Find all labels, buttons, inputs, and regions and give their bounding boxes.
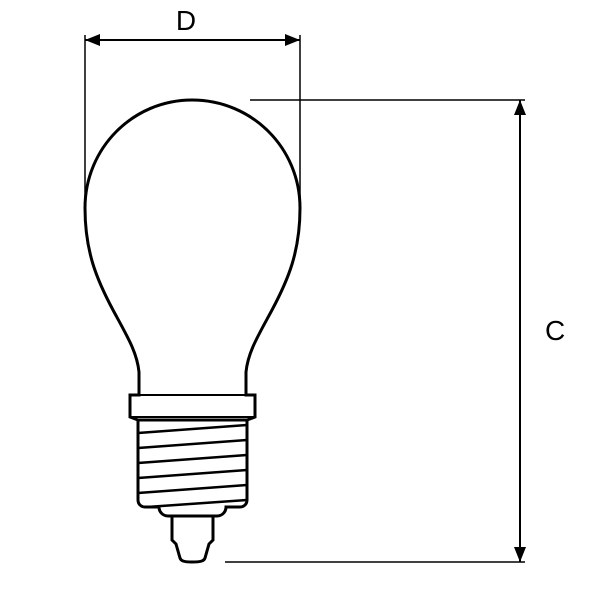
bulb-dimension-diagram: D C <box>0 0 600 600</box>
dimension-c-label: C <box>545 315 565 346</box>
dimension-d: D <box>85 5 300 200</box>
dimension-c: C <box>225 100 565 562</box>
dimension-d-label: D <box>176 5 196 36</box>
bulb-outline <box>85 100 300 562</box>
